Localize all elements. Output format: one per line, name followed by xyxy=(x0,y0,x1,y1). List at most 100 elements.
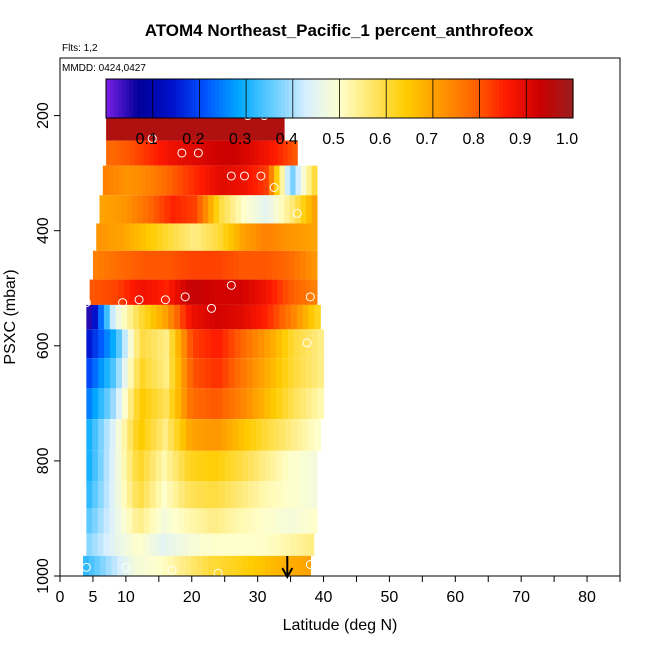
heatmap-cell xyxy=(151,329,159,359)
heatmap-cell xyxy=(133,329,141,359)
heatmap-cell xyxy=(240,195,247,224)
heatmap-cell xyxy=(296,533,303,556)
heatmap-cell xyxy=(164,195,171,224)
heatmap-cell xyxy=(150,118,156,141)
heatmap-cell xyxy=(240,329,248,359)
sample-point xyxy=(305,292,315,302)
heatmap-cell xyxy=(86,358,93,389)
colorbar-swatch xyxy=(483,79,488,118)
heatmap-cell xyxy=(193,165,200,196)
heatmap-cell xyxy=(295,165,302,196)
x-tick-label: 20 xyxy=(183,589,201,606)
heatmap-cell xyxy=(156,419,163,451)
heatmap-cell xyxy=(130,140,136,166)
heatmap-cell xyxy=(161,508,168,534)
colorbar-swatch xyxy=(234,79,239,118)
heatmap-cell xyxy=(92,481,99,509)
heatmap-cell xyxy=(139,388,147,420)
heatmap-cell xyxy=(314,304,321,330)
heatmap-cell xyxy=(179,223,186,251)
heatmap-cell xyxy=(131,533,139,556)
heatmap-cell xyxy=(240,358,248,389)
colorbar-swatch xyxy=(390,79,395,118)
latitude-arrow xyxy=(281,556,294,580)
heatmap-cell xyxy=(193,358,200,389)
heatmap-cell xyxy=(206,223,213,251)
heatmap-cell xyxy=(183,165,190,196)
heatmap-cell xyxy=(102,165,109,196)
heatmap-cell xyxy=(224,450,232,482)
heatmap-cell xyxy=(273,195,280,224)
heatmap-cell xyxy=(145,555,152,576)
colorbar-swatch xyxy=(152,79,158,118)
heatmap-cell xyxy=(109,419,117,451)
heatmap-cell xyxy=(193,388,200,420)
sample-point xyxy=(177,148,187,158)
heatmap-cell xyxy=(156,304,163,330)
heatmap-cell xyxy=(260,279,267,305)
heatmap-cell xyxy=(126,481,134,509)
heatmap-cell xyxy=(222,388,230,420)
colorbar-swatch xyxy=(444,79,450,118)
colorbar-swatch xyxy=(121,79,127,118)
heatmap-cell xyxy=(278,140,284,166)
colorbar-tick-label: 0.7 xyxy=(416,131,438,148)
heatmap-cell xyxy=(300,250,307,280)
colorbar-swatch xyxy=(530,79,535,118)
heatmap-cell xyxy=(242,555,249,576)
colorbar-swatch xyxy=(308,79,313,118)
heatmap-cell xyxy=(196,140,203,166)
heatmap-cell xyxy=(211,533,218,556)
heatmap-cell xyxy=(103,304,111,330)
heatmap-cell xyxy=(151,555,158,576)
heatmap-cell xyxy=(267,223,274,251)
heatmap-cell xyxy=(116,388,123,420)
heatmap-cell xyxy=(157,358,165,389)
colorbar-swatch xyxy=(417,79,422,118)
heatmap-cell xyxy=(190,450,197,482)
heatmap-cell xyxy=(188,533,195,556)
colorbar-swatch xyxy=(183,79,189,118)
heatmap-cell xyxy=(287,388,295,420)
heatmap-cell xyxy=(201,508,209,534)
heatmap-cell xyxy=(148,250,156,280)
heatmap-cell xyxy=(296,304,304,330)
heatmap-cell xyxy=(212,223,219,251)
heatmap-cell xyxy=(191,555,198,576)
y-tick-label: 1000 xyxy=(35,558,52,594)
heatmap-cell xyxy=(119,118,125,141)
heatmap-cell xyxy=(208,118,214,141)
heatmap-cell xyxy=(276,450,283,482)
heatmap-cell xyxy=(114,533,122,556)
heatmap-cell xyxy=(146,118,152,141)
heatmap-cell xyxy=(279,419,286,451)
heatmap-cell xyxy=(291,304,298,330)
heatmap-cell xyxy=(109,304,117,330)
colorbar-swatch xyxy=(355,79,360,118)
colorbar-swatch xyxy=(362,79,368,118)
heatmap-cell xyxy=(253,481,260,509)
heatmap-cell xyxy=(115,508,122,534)
heatmap-cell xyxy=(113,165,120,196)
arrow-head xyxy=(281,567,294,580)
heatmap-cell xyxy=(149,450,157,482)
colorbar-swatch xyxy=(343,79,348,118)
heatmap-cell xyxy=(284,165,291,196)
heatmap-cell xyxy=(200,533,207,556)
heatmap-cell xyxy=(276,481,283,509)
heatmap-cell xyxy=(272,250,279,280)
heatmap-cell xyxy=(239,140,246,166)
colorbar-swatch xyxy=(366,79,372,118)
heatmap-cell xyxy=(288,450,295,482)
heatmap-cell xyxy=(279,118,285,141)
heatmap-cell xyxy=(126,195,133,224)
x-axis-label: Latitude (deg N) xyxy=(283,617,398,634)
heatmap-cell xyxy=(244,304,251,330)
heatmap-cell xyxy=(195,450,203,482)
heatmap-cell xyxy=(190,118,196,141)
heatmap-cell xyxy=(97,533,104,556)
heatmap-cell xyxy=(237,279,244,305)
heatmap-cell xyxy=(110,118,116,141)
heatmap-cell xyxy=(201,140,208,166)
heatmap-cell xyxy=(235,195,242,224)
